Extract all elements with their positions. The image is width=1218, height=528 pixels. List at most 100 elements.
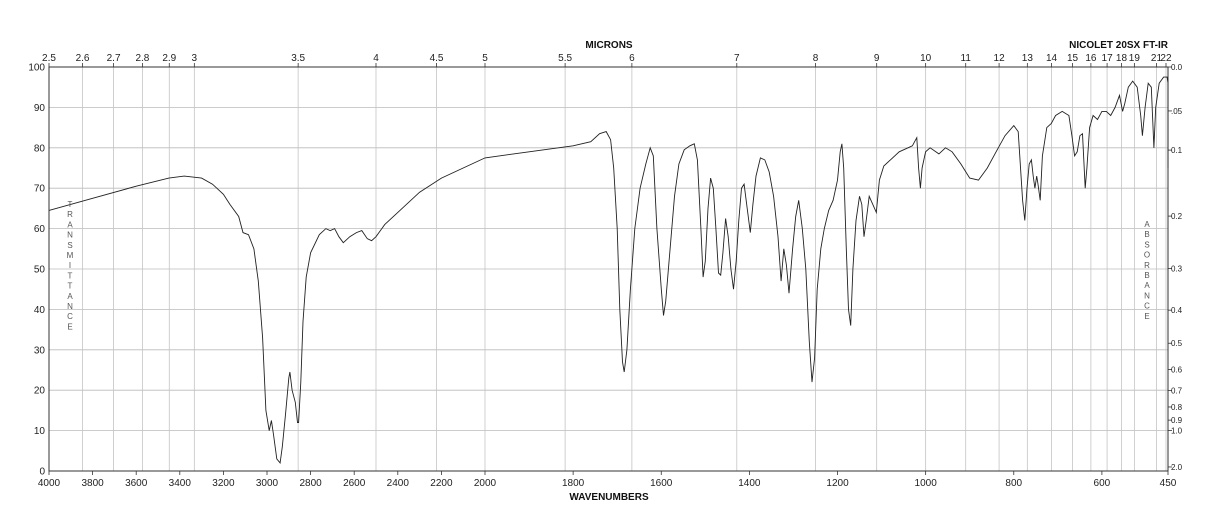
x-tick-label: 1600 [650,478,673,489]
axis-title-letter: N [1144,291,1150,300]
micron-tick-label: 2.6 [76,53,90,64]
x-axis-ticks: 4000 3800 3600 3400 3200 3000 2800 2600 2400 2200… [38,471,1177,489]
micron-tick-label: 14 [1046,53,1058,64]
micron-tick-label: 22 [1160,53,1172,64]
absorbance-tick-label: 0.0 [1171,63,1183,72]
axis-title-letter: T [68,200,73,209]
x-tick-label: 1400 [738,478,761,489]
plot-frame [48,66,1169,472]
absorbance-tick-label: .05 [1171,107,1183,116]
y-tick-label: 90 [34,103,46,114]
micron-tick-label: 13 [1022,53,1034,64]
x-tick-label: 1200 [826,478,849,489]
absorbance-tick-label: 0.7 [1171,386,1183,395]
absorbance-tick-label: 0.4 [1171,306,1183,315]
x-axis-title: WAVENUMBERS [569,492,649,503]
x-tick-label: 2600 [343,478,366,489]
x-tick-label: 600 [1094,478,1111,489]
x-tick-label: 3800 [81,478,104,489]
micron-tick-label: 11 [961,53,972,64]
axis-title-letter: A [1144,281,1150,290]
micron-tick-label: 5 [482,53,488,64]
axis-title-letter: A [67,220,73,229]
absorbance-axis-ticks: 0.0 .05 0.1 0.2 0.3 0.4 0.5 0.6 0.7 0.8 0.9 1.0 2.0 [1168,63,1183,472]
micron-tick-label: 2.7 [107,53,121,64]
absorbance-tick-label: 0.6 [1171,366,1183,375]
axis-title-letter: I [69,261,71,270]
axis-title-letter: B [1144,230,1149,239]
axis-title-letter: T [68,271,73,280]
y-axis-ticks: 0 10 20 30 40 50 60 70 80 90 100 [28,63,45,478]
absorbance-tick-label: 0.9 [1171,416,1183,425]
micron-tick-label: 2.8 [135,53,149,64]
axis-title-letter: M [67,251,74,260]
x-tick-label: 3400 [169,478,192,489]
x-tick-label: 2200 [430,478,453,489]
x-tick-label: 1800 [562,478,585,489]
axis-title-letter: R [1144,261,1150,270]
micron-tick-label: 16 [1085,53,1097,64]
axis-title-letter: C [67,312,73,321]
micron-tick-label: 3.5 [291,53,305,64]
x-tick-label: 2800 [299,478,322,489]
micron-tick-label: 4.5 [430,53,444,64]
micron-tick-label: 12 [994,53,1006,64]
x-tick-label: 800 [1005,478,1022,489]
x-tick-label: 1000 [915,478,938,489]
micron-tick-label: 18 [1116,53,1128,64]
micron-tick-label: 9 [874,53,880,64]
y-tick-label: 40 [34,305,46,316]
y-tick-label: 50 [34,265,46,276]
x-tick-label: 2400 [387,478,410,489]
y-tick-label: 10 [34,426,46,437]
absorbance-tick-label: 1.0 [1171,427,1183,436]
axis-title-letter: E [67,322,72,331]
absorbance-tick-label: 2.0 [1171,463,1183,472]
axis-title-letter: E [1144,312,1149,321]
micron-tick-label: 6 [629,53,635,64]
x-tick-label: 3200 [212,478,235,489]
axis-title-letter: N [67,231,73,240]
y-tick-label: 30 [34,345,46,356]
chart-title: NICOLET 20SX FT-IR [1069,40,1169,51]
x-tick-label: 2000 [474,478,497,489]
axis-title-letter: A [67,292,73,301]
x-tick-label: 450 [1160,478,1177,489]
micron-tick-label: 21 [1151,53,1163,64]
axis-title-letter: B [1144,271,1149,280]
axis-title-letter: S [67,241,72,250]
axis-title-letter: O [1144,251,1150,260]
axis-title-letter: T [68,282,73,291]
y-tick-label: 80 [34,143,46,154]
axis-title-letter: A [1144,220,1150,229]
micron-tick-label: 15 [1067,53,1079,64]
series-line-spectrum [48,76,1169,464]
micron-axis-ticks: 2.5 2.6 2.7 2.8 2.9 3 3.5 4 4.5 5 5.5 6 7 8 9 10 11 12 13 1… [42,53,1172,67]
y-tick-label: 20 [34,386,46,397]
absorbance-tick-label: 0.1 [1171,146,1183,155]
absorbance-tick-label: 0.3 [1171,265,1183,274]
axis-title-letter: C [1144,302,1150,311]
micron-tick-label: 7 [734,53,740,64]
micron-tick-label: 8 [813,53,819,64]
micron-tick-label: 19 [1129,53,1141,64]
micron-tick-label: 17 [1102,53,1114,64]
micron-tick-label: 5.5 [558,53,572,64]
micron-tick-label: 2.5 [42,53,56,64]
micron-tick-label: 2.9 [162,53,176,64]
grid [49,66,1168,472]
x-tick-label: 4000 [38,478,61,489]
micron-tick-label: 4 [373,53,379,64]
x-tick-label: 3600 [125,478,148,489]
y-tick-label: 0 [39,467,45,478]
absorbance-tick-label: 0.5 [1171,339,1183,348]
y-tick-label: 70 [34,184,46,195]
axis-title-letter: R [67,210,73,219]
top-axis-title: MICRONS [585,40,633,51]
absorbance-tick-label: 0.8 [1171,403,1183,412]
absorbance-tick-label: 0.2 [1171,212,1183,221]
micron-tick-label: 10 [920,53,932,64]
